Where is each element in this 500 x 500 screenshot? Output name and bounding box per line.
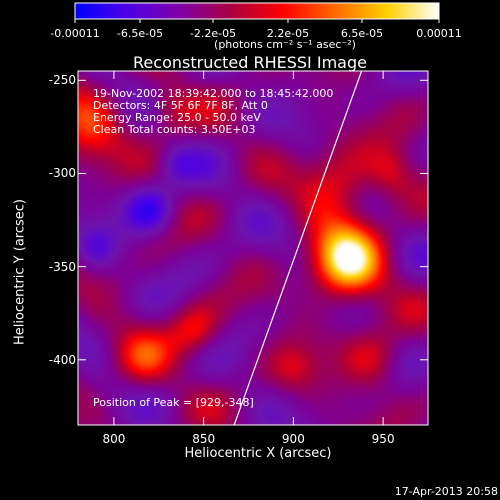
solar-limb-line	[233, 71, 363, 425]
colorbar-tick-label: 6.5e-05	[340, 27, 384, 40]
x-tick-label: 950	[371, 432, 395, 446]
plot-frame	[77, 70, 429, 426]
y-axis-label: Heliocentric Y (arcsec)	[12, 199, 28, 345]
x-tick-label: 850	[192, 432, 216, 446]
x-tick-label: 900	[281, 432, 305, 446]
colorbar-tick-label: -2.2e-05	[189, 27, 237, 40]
colorbar-units: (photons cm⁻² s⁻¹ asec⁻²)	[214, 38, 356, 51]
plot-title: Reconstructed RHESSI Image	[133, 53, 367, 72]
y-tick-label: -400	[48, 352, 76, 367]
timestamp: 17-Apr-2013 20:58	[394, 485, 498, 498]
colorbar-tick-label: 2.2e-05	[266, 27, 310, 40]
colorbar-tick-label: -0.00011	[50, 27, 100, 40]
colorbar	[74, 2, 440, 20]
y-tick-label: -300	[48, 166, 76, 181]
colorbar-tick-label: 0.00011	[416, 27, 462, 40]
info-energy-range: Energy Range: 25.0 - 50.0 keV	[93, 111, 261, 124]
colorbar-tick-label: -6.5e-05	[116, 27, 164, 40]
heatmap-image	[78, 71, 428, 425]
info-clean-counts: Clean Total counts: 3.50E+03	[93, 123, 256, 136]
y-tick-label: -350	[48, 259, 76, 274]
axis-tick-marks	[78, 71, 428, 425]
info-detectors: Detectors: 4F 5F 6F 7F 8F, Att 0	[93, 99, 268, 112]
info-time-range: 19-Nov-2002 18:39:42.000 to 18:45:42.000	[93, 87, 334, 100]
peak-position-label: Position of Peak = [929,-348]	[93, 396, 254, 409]
x-tick-label: 800	[102, 432, 126, 446]
x-axis-label: Heliocentric X (arcsec)	[184, 446, 332, 461]
colorbar-ticks	[74, 19, 440, 23]
y-tick-label: -250	[48, 73, 76, 88]
